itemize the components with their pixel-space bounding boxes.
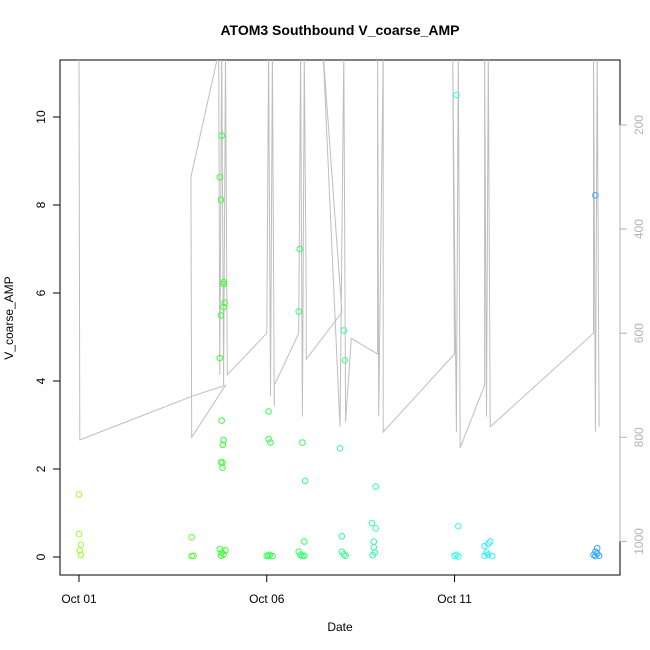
y2-tick-label: 200 [632,115,646,135]
x-tick-label: Oct 06 [249,592,285,606]
data-point [75,530,83,538]
data-point [266,551,274,559]
x-tick-label: Oct 01 [61,592,97,606]
data-point [219,464,226,472]
data-point [342,552,349,560]
data-point [592,192,599,199]
data-point [481,552,488,560]
y-tick-label: 8 [34,201,48,208]
data-point [217,312,225,319]
data-point [341,357,349,364]
data-point [75,491,83,498]
data-point [369,551,377,559]
data-point [216,354,224,362]
y2-tick-label: 600 [632,323,646,343]
data-point [267,439,274,446]
data-point [595,552,603,560]
data-point [295,308,303,315]
data-point [217,196,225,203]
data-point [265,552,272,560]
data-point [370,544,378,551]
series-line [78,60,600,448]
point-layer [75,91,603,560]
data-point [372,483,380,490]
y2-tick-label: 800 [632,427,646,447]
data-point [217,552,225,560]
data-point [218,549,225,556]
data-point [218,132,225,139]
data-point [485,540,492,548]
data-point [451,552,458,560]
data-point [485,551,492,559]
data-point [221,299,228,307]
y2-tick-label: 1000 [632,528,646,555]
y-axis-label: V_coarse_AMP [2,276,16,359]
data-point [220,280,227,288]
data-point [340,327,348,334]
data-point [455,522,462,530]
data-point [299,552,306,560]
data-point [301,477,309,485]
data-point [336,445,344,452]
data-point [220,436,227,444]
data-point [592,552,599,560]
data-point [455,553,462,560]
y2-tick-label: 400 [632,219,646,239]
axes-layer: 0 2 4 6 8 10 Oct 01 Oct 06 Oct 11 200 400 600 800 100… [34,110,646,606]
data-point [372,525,380,532]
data-point [219,441,227,449]
y-tick-label: 10 [34,110,48,124]
y-tick-label: 0 [34,553,48,560]
plot-box [59,59,621,576]
data-point [216,174,224,181]
data-point [218,417,225,424]
data-point [188,533,195,541]
data-point [299,439,306,446]
data-point [190,552,197,560]
data-point [296,245,304,253]
x-axis-label: Date [327,620,353,634]
y-tick-label: 4 [34,377,48,384]
data-point [453,91,460,99]
data-point [338,533,346,540]
data-point [265,408,272,415]
y-tick-label: 2 [34,465,48,472]
data-point [76,547,84,554]
data-point [220,278,227,286]
line-layer [78,60,600,448]
data-point [297,551,304,559]
data-point [340,551,348,558]
data-point [265,435,272,443]
x-tick-label: Oct 11 [437,592,472,606]
data-point [370,538,378,545]
data-point [488,552,496,560]
data-point [77,541,85,549]
data-point [368,519,376,527]
data-point [220,303,227,311]
chart-title: ATOM3 Southbound V_coarse_AMP [220,22,459,38]
y-tick-label: 6 [34,289,48,296]
data-point [77,551,85,559]
data-point [301,538,308,545]
